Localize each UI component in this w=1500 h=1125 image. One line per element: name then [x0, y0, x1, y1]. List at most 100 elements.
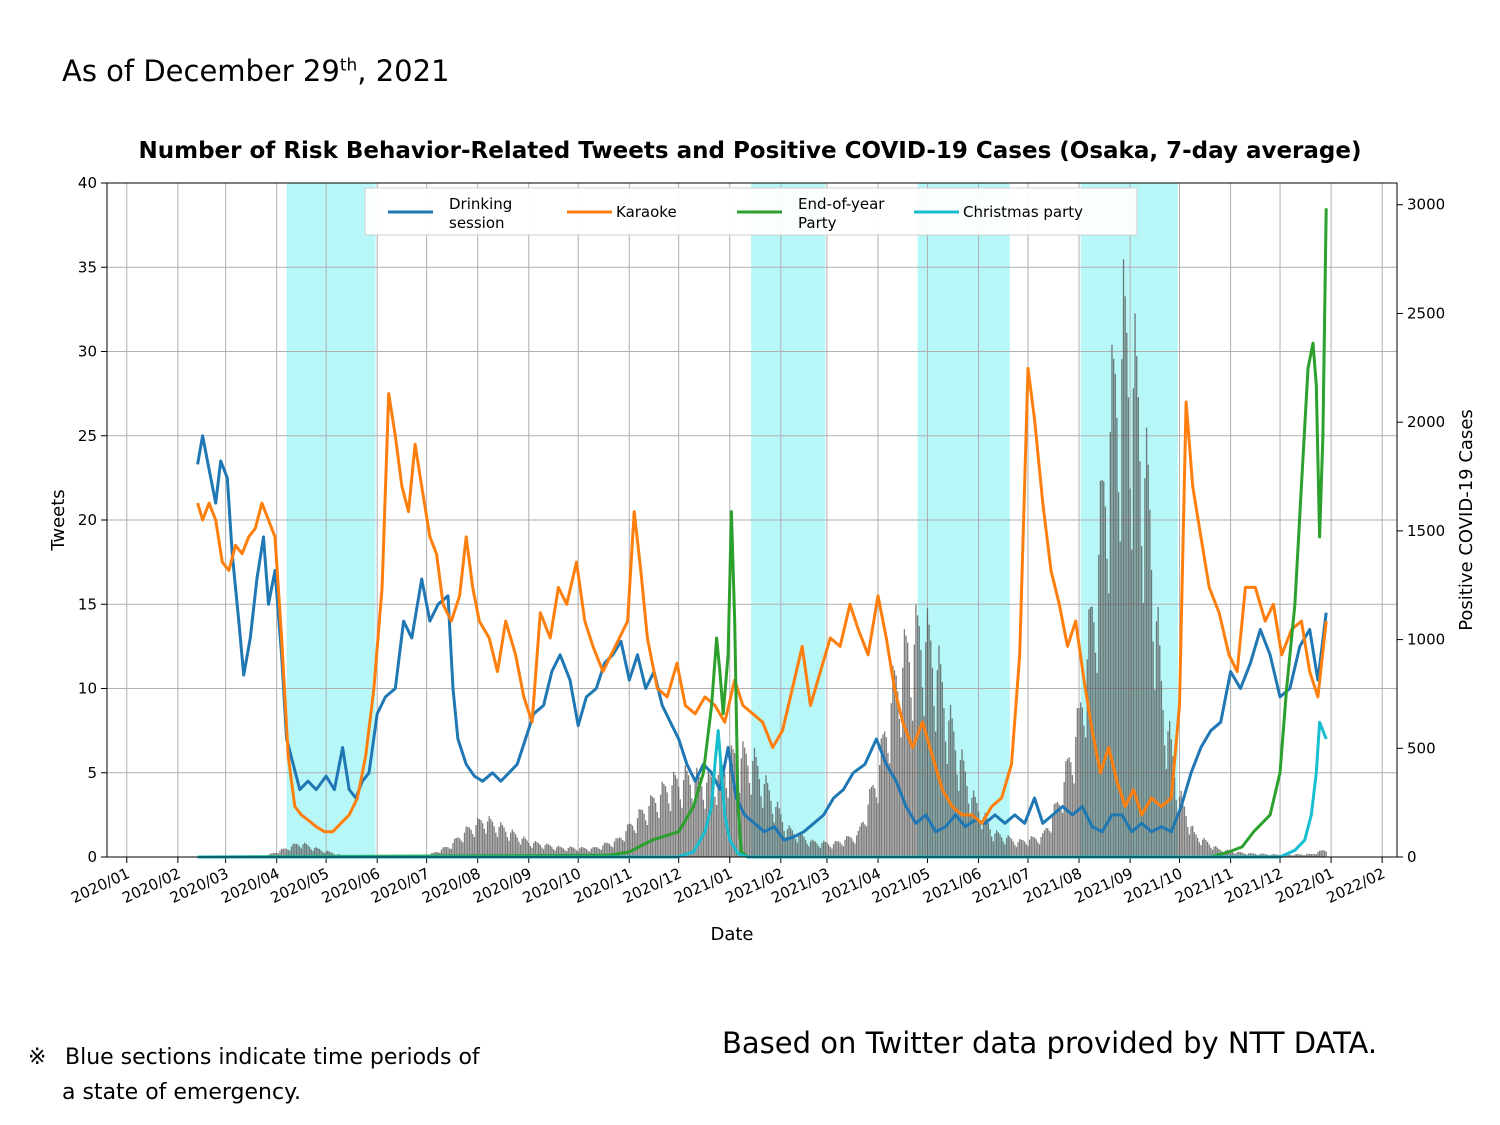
- case-bar: [575, 850, 578, 857]
- case-bar: [938, 645, 940, 857]
- case-bar: [598, 848, 601, 857]
- case-bar: [1101, 480, 1103, 857]
- case-bar: [1052, 815, 1054, 857]
- chart-title: Number of Risk Behavior-Related Tweets a…: [138, 138, 1362, 164]
- case-bar: [1089, 607, 1092, 857]
- case-bar: [1119, 541, 1121, 857]
- case-bar: [302, 844, 304, 857]
- case-bar: [936, 670, 939, 857]
- case-bar: [1015, 847, 1018, 857]
- case-bar: [1234, 853, 1237, 857]
- case-bar: [1302, 854, 1304, 857]
- case-bar: [883, 731, 886, 857]
- case-bar: [870, 786, 873, 857]
- case-bar: [1096, 672, 1098, 857]
- case-bar: [653, 797, 655, 857]
- case-bar: [444, 847, 446, 857]
- case-bar: [328, 851, 331, 857]
- case-bar: [911, 720, 914, 857]
- case-bar: [1040, 837, 1042, 857]
- case-bar: [702, 799, 705, 857]
- case-bar: [1147, 464, 1149, 857]
- case-bar: [633, 830, 635, 857]
- case-bar: [715, 804, 718, 857]
- case-bar: [607, 842, 609, 857]
- case-bar: [313, 848, 316, 857]
- case-bar: [1073, 783, 1075, 857]
- case-bar: [1042, 833, 1044, 857]
- case-bar: [666, 792, 668, 857]
- case-bar: [462, 842, 464, 857]
- case-bar: [1248, 853, 1250, 857]
- case-bar: [1048, 830, 1051, 857]
- case-bar: [1009, 837, 1011, 857]
- case-bar: [569, 846, 571, 857]
- case-bar: [626, 824, 629, 857]
- case-bar: [272, 852, 275, 857]
- case-bar: [1168, 721, 1171, 857]
- case-bar: [1310, 854, 1312, 857]
- case-bar: [1126, 332, 1128, 858]
- case-bar: [579, 848, 581, 857]
- case-bar: [839, 842, 841, 857]
- case-bar: [552, 849, 555, 857]
- case-bar: [557, 845, 560, 857]
- case-bar: [478, 819, 480, 857]
- case-bar: [954, 750, 957, 857]
- case-bar: [516, 837, 518, 857]
- case-bar: [1084, 737, 1087, 857]
- case-bar: [620, 837, 622, 857]
- case-bar: [814, 841, 817, 857]
- legend-label: Christmas party: [963, 203, 1083, 221]
- case-bar: [1117, 492, 1120, 857]
- case-bar: [813, 840, 815, 857]
- case-bar: [590, 848, 593, 857]
- legend-item: Christmas party: [914, 203, 1083, 221]
- case-bar: [860, 822, 863, 857]
- case-bar: [277, 853, 279, 857]
- case-bar: [551, 846, 553, 857]
- case-bar: [290, 846, 293, 857]
- y-tick-label: 35: [78, 258, 97, 276]
- case-bar: [1154, 689, 1156, 857]
- case-bar: [1285, 854, 1288, 857]
- x-tick-label: 2021/08: [1021, 864, 1085, 907]
- case-bar: [892, 665, 894, 857]
- case-bar: [1017, 842, 1019, 857]
- case-bar: [493, 826, 495, 857]
- case-bar: [753, 747, 756, 857]
- case-bar: [625, 831, 627, 857]
- case-bar: [289, 850, 291, 857]
- case-bar: [648, 805, 650, 857]
- case-bar: [1019, 839, 1021, 857]
- case-bar: [1132, 388, 1135, 857]
- case-bar: [1122, 259, 1125, 857]
- case-bar: [939, 664, 942, 857]
- case-bar: [786, 829, 789, 857]
- case-bar: [1086, 659, 1088, 857]
- case-bar: [831, 848, 833, 857]
- case-bar: [1129, 488, 1131, 857]
- case-bar: [915, 604, 917, 857]
- case-bar: [1127, 397, 1130, 857]
- case-bar: [1162, 710, 1164, 857]
- case-bar: [982, 816, 985, 857]
- case-bar: [877, 803, 879, 857]
- y2-axis-label: Positive COVID-19 Cases: [1456, 409, 1477, 631]
- case-bar: [322, 851, 324, 857]
- case-bar: [440, 849, 443, 857]
- case-bar: [503, 827, 505, 857]
- case-bar: [1211, 849, 1214, 857]
- note-line-1: Blue sections indicate time periods of: [65, 1045, 480, 1070]
- case-bar: [498, 826, 500, 857]
- case-bar: [1012, 841, 1014, 857]
- case-bar: [920, 650, 922, 857]
- case-bar: [640, 809, 642, 857]
- case-bar: [483, 828, 485, 857]
- case-bar: [1196, 837, 1199, 857]
- note-mark: ※: [28, 1045, 47, 1070]
- case-bar: [819, 847, 822, 857]
- y2-tick-label: 3000: [1407, 196, 1445, 214]
- case-bar: [818, 846, 820, 857]
- case-bar: [1055, 802, 1057, 857]
